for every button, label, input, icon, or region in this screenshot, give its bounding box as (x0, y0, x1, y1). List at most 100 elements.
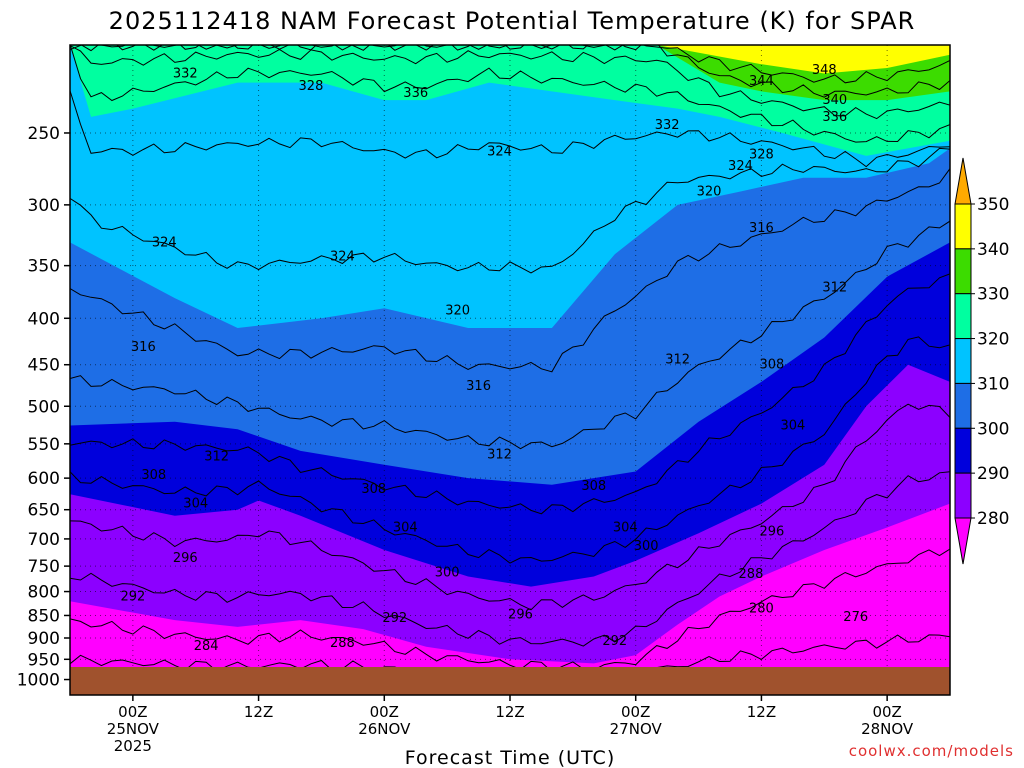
contour-label: 300 (435, 565, 460, 580)
y-tick-label: 1000 (17, 671, 60, 691)
y-tick-label: 450 (28, 356, 60, 376)
legend-label: 300 (977, 419, 1009, 439)
contour-line (70, 147, 950, 274)
contour-label: 296 (508, 608, 533, 623)
contour-label: 308 (759, 358, 784, 373)
x-tick-label: 28NOV (861, 720, 914, 738)
legend-label: 340 (977, 240, 1009, 260)
contour-label: 320 (445, 303, 470, 318)
contour-label: 288 (330, 636, 355, 651)
contour-label: 288 (739, 567, 764, 582)
contour-label: 316 (131, 340, 156, 355)
y-tick-label: 250 (28, 124, 60, 144)
y-tick-label: 500 (28, 397, 60, 417)
legend-swatch (954, 293, 972, 340)
legend-label: 290 (977, 464, 1009, 484)
contour-line (70, 471, 950, 647)
x-axis-title: Forecast Time (UTC) (405, 747, 615, 768)
contour-label: 300 (634, 539, 659, 554)
contour-label: 304 (780, 418, 805, 433)
y-tick-label: 300 (28, 196, 60, 216)
y-tick-label: 800 (28, 583, 60, 603)
contour-label: 316 (466, 379, 491, 394)
contour-line (70, 90, 950, 168)
y-tick-label: 350 (28, 257, 60, 277)
y-tick-label: 900 (28, 629, 60, 649)
contour-label: 296 (173, 551, 198, 566)
y-axis: 250 300 350 400 450 500 550 600 650 700 750 800 850 9… (17, 124, 70, 691)
y-tick-label: 850 (28, 606, 60, 626)
legend-below-arrow (954, 517, 972, 565)
legend-swatch (954, 338, 972, 384)
contour-label: 324 (152, 235, 177, 250)
legend-label: 310 (977, 374, 1009, 394)
contour-label: 324 (487, 144, 512, 159)
contour-label: 312 (204, 450, 229, 465)
x-tick-label: 12Z (495, 703, 524, 721)
contour-label: 312 (822, 281, 847, 296)
contour-line (70, 168, 950, 373)
x-tick-label: 25NOV (107, 720, 160, 738)
x-tick-label: 12Z (747, 703, 776, 721)
contour-label: 280 (749, 601, 774, 616)
x-tick-label: 00Z (621, 703, 650, 721)
contour-label: 304 (613, 520, 638, 535)
contour-label: 304 (393, 520, 418, 535)
chart-title: 2025112418 NAM Forecast Potential Temper… (109, 7, 916, 35)
contour-label: 328 (299, 79, 324, 94)
contour-label: 324 (330, 250, 355, 265)
legend-label: 330 (977, 285, 1009, 305)
legend-swatch (954, 382, 972, 429)
y-tick-label: 750 (28, 557, 60, 577)
band-330 (70, 45, 950, 101)
x-tick-label: 00Z (118, 703, 147, 721)
contour-label: 292 (602, 634, 627, 649)
y-tick-label: 650 (28, 501, 60, 521)
contour-label: 328 (749, 147, 774, 162)
x-tick-label: 2025 (114, 737, 152, 755)
contour-label: 276 (843, 610, 868, 625)
contour-line (70, 45, 950, 120)
legend-label: 350 (977, 195, 1009, 215)
contour-label: 308 (141, 468, 166, 483)
contour-line (70, 45, 950, 143)
legend-swatch (954, 472, 972, 519)
x-tick-label: 12Z (244, 703, 273, 721)
contour-label: 324 (728, 159, 753, 174)
legend-swatch (954, 203, 972, 250)
x-tick-label: 26NOV (358, 720, 411, 738)
y-tick-label: 400 (28, 309, 60, 329)
legend-swatch (954, 427, 972, 474)
contour-label: 332 (655, 118, 680, 133)
contour-label: 336 (822, 110, 847, 125)
x-tick-label: 27NOV (610, 720, 663, 738)
legend-above-arrow (954, 157, 972, 205)
ground-below-surface (70, 667, 950, 695)
y-tick-label: 700 (28, 530, 60, 550)
contour-line (70, 336, 950, 564)
contour-label: 336 (403, 86, 428, 101)
contour-line (70, 273, 950, 515)
contour-label: 332 (173, 67, 198, 82)
contour-label: 308 (581, 479, 606, 494)
contour-label: 340 (822, 93, 847, 108)
legend-label: 320 (977, 330, 1009, 350)
y-tick-label: 600 (28, 469, 60, 489)
contour-label: 296 (759, 525, 784, 540)
temperature-bands (70, 45, 950, 664)
legend-swatch (954, 248, 972, 295)
x-tick-label: 00Z (370, 703, 399, 721)
legend-label: 280 (977, 509, 1009, 529)
contour-label: 312 (665, 352, 690, 367)
contour-label: 344 (749, 74, 774, 89)
contour-label: 320 (697, 184, 722, 199)
credit-text: coolwx.com/models (849, 742, 1014, 760)
x-tick-label: 00Z (872, 703, 901, 721)
y-tick-label: 550 (28, 435, 60, 455)
contour-label: 292 (382, 611, 407, 626)
